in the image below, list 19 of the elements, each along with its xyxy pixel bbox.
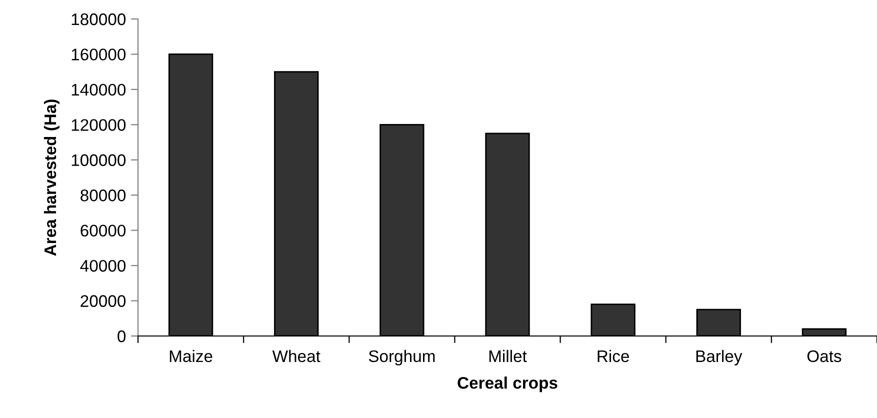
- y-tick-label: 0: [118, 330, 126, 342]
- x-tick-label: Oats: [807, 350, 842, 362]
- y-tick-label: 60000: [80, 224, 126, 237]
- x-tick-label: Sorghum: [368, 350, 435, 366]
- y-tick-label: 20000: [80, 295, 126, 307]
- y-tick-label: 80000: [80, 190, 126, 202]
- y-tick-label: 100000: [72, 154, 126, 166]
- y-tick-label: 140000: [72, 84, 126, 96]
- x-tick-label: Wheat: [272, 350, 320, 362]
- x-tick-label: Maize: [170, 350, 212, 362]
- x-axis-title: Cereal crops: [458, 376, 558, 392]
- x-tick-label: Barley: [696, 350, 742, 366]
- y-axis-title: Area harvested (Ha): [44, 100, 60, 256]
- y-tick-label: 180000: [72, 13, 126, 26]
- y-tick-label: 40000: [80, 260, 126, 272]
- x-tick-label: Rice: [598, 350, 629, 362]
- x-tick-label: Millet: [489, 350, 527, 362]
- y-tick-label: 160000: [72, 48, 126, 60]
- y-tick-label: 120000: [72, 119, 126, 131]
